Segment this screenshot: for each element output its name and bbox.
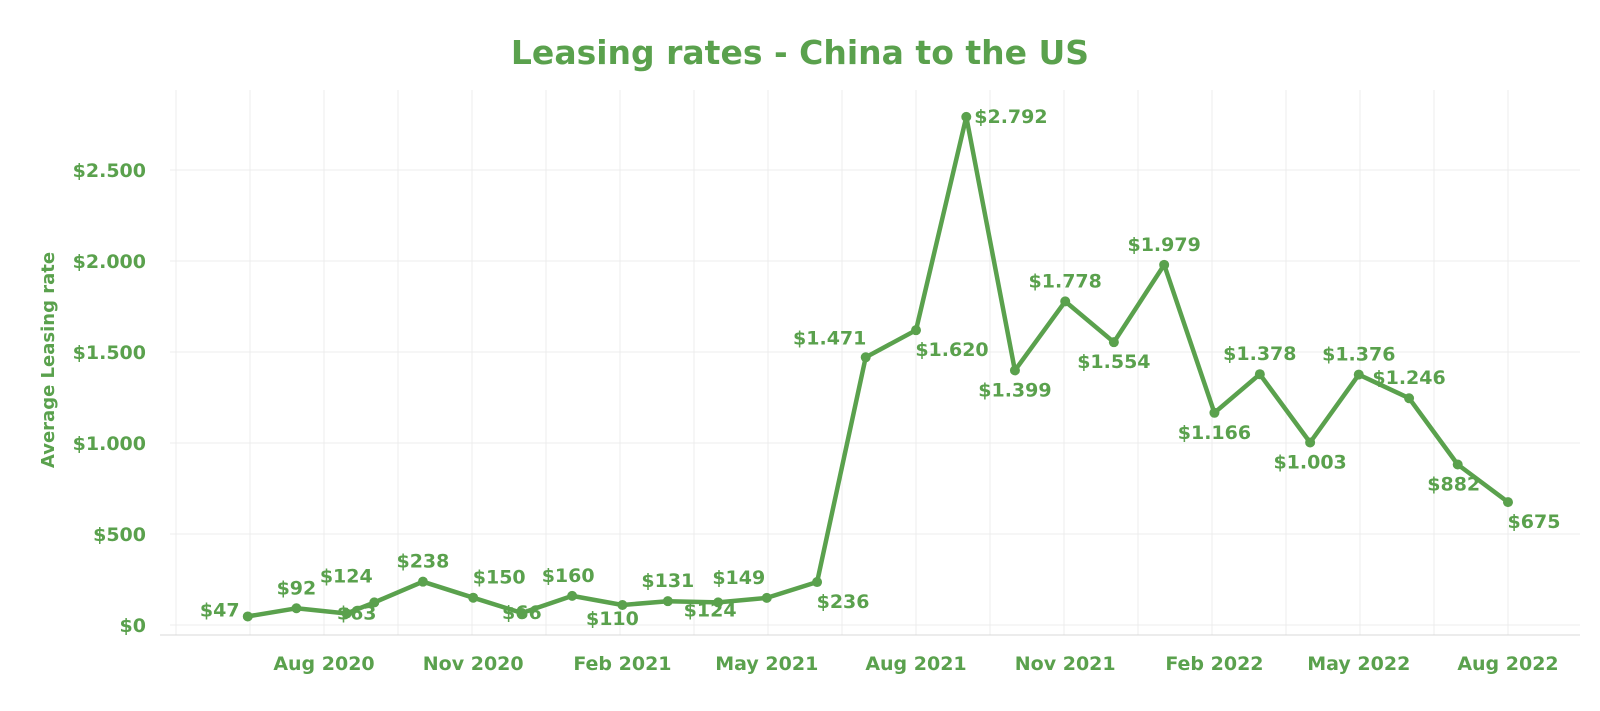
chart-title: Leasing rates - China to the US [511, 33, 1089, 72]
data-label: $92 [277, 577, 317, 599]
y-tick-label: $0 [120, 615, 146, 637]
data-label: $1.778 [1029, 270, 1102, 292]
data-label: $131 [641, 570, 694, 592]
data-point [369, 597, 380, 608]
x-tick-label: Aug 2020 [273, 653, 374, 675]
y-tick-label: $1.500 [73, 342, 146, 364]
data-point [468, 592, 479, 603]
data-label: $63 [337, 603, 377, 625]
data-point [761, 592, 772, 603]
y-axis-title: Average Leasing rate [38, 252, 59, 468]
data-point [242, 611, 253, 622]
data-point [1254, 369, 1265, 380]
series-line [245, 114, 1511, 619]
data-label: $1.376 [1322, 344, 1395, 366]
x-tick-label: Nov 2021 [1015, 653, 1116, 675]
x-axis-ticks: Aug 2020 Nov 2020 Feb 2021 May 2021 Aug 2021… [273, 653, 1558, 675]
data-point [341, 608, 352, 619]
x-tick-label: Feb 2022 [1165, 653, 1263, 675]
data-point [291, 603, 302, 614]
data-points [242, 111, 1513, 622]
data-point [1209, 407, 1220, 418]
y-tick-label: $2.000 [73, 251, 146, 273]
x-tick-label: Aug 2021 [865, 653, 966, 675]
data-label: $1.620 [915, 339, 988, 361]
y-tick-label: $500 [93, 524, 146, 546]
data-point [1404, 393, 1415, 404]
data-label: $149 [712, 567, 765, 589]
data-label: $1.246 [1372, 367, 1445, 389]
data-point [662, 596, 673, 607]
data-point [1009, 365, 1020, 376]
data-label: $882 [1427, 473, 1480, 495]
data-point [617, 599, 628, 610]
data-label: $160 [542, 565, 595, 587]
data-label: $110 [586, 608, 639, 630]
data-point [516, 607, 527, 618]
data-point [961, 111, 972, 122]
grid [160, 90, 1580, 636]
data-label: $1.003 [1273, 451, 1346, 473]
x-tick-label: May 2021 [715, 653, 818, 675]
data-label: $47 [200, 599, 240, 621]
x-tick-label: May 2022 [1307, 653, 1410, 675]
data-label: $150 [473, 567, 526, 589]
data-point [812, 577, 823, 588]
y-tick-label: $2.500 [73, 160, 146, 182]
data-label: $124 [684, 599, 737, 621]
data-label: $238 [396, 551, 449, 573]
data-point [1503, 497, 1513, 508]
data-label: $236 [817, 591, 870, 613]
data-label: $1.378 [1223, 343, 1296, 365]
x-tick-label: Feb 2021 [573, 653, 671, 675]
data-label: $1.471 [793, 327, 866, 349]
x-tick-label: Aug 2022 [1457, 653, 1558, 675]
data-point [1353, 369, 1364, 380]
data-point [417, 576, 428, 587]
data-label: $1.399 [978, 379, 1051, 401]
y-axis-ticks: $0 $500 $1.000 $1.500 $2.000 $2.500 [73, 160, 146, 637]
data-point [1159, 259, 1170, 270]
y-tick-label: $1.000 [73, 433, 146, 455]
data-point [567, 590, 578, 601]
data-label: $66 [502, 602, 542, 624]
data-label: $1.554 [1077, 351, 1150, 373]
x-tick-label: Nov 2020 [423, 653, 524, 675]
data-point [1108, 337, 1119, 348]
data-labels: $47 $92 $63 $124 $238 $150 $66$160 $110$131 $124… [200, 106, 1561, 630]
data-label: $2.792 [974, 106, 1047, 128]
data-point [860, 352, 871, 363]
data-point [1452, 459, 1463, 470]
data-point [911, 325, 921, 336]
data-label: $675 [1508, 511, 1561, 533]
data-point [1305, 437, 1316, 448]
data-label: $124 [320, 565, 373, 587]
data-label: $1.166 [1178, 422, 1251, 444]
data-point [1060, 296, 1071, 307]
data-point [713, 597, 724, 608]
data-label: $1.979 [1127, 234, 1200, 256]
